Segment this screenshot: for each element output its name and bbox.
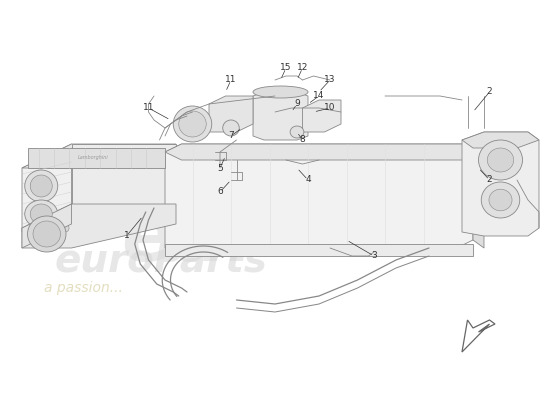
Text: 2: 2 — [487, 176, 492, 184]
Text: 3: 3 — [371, 252, 377, 260]
Polygon shape — [72, 144, 176, 208]
Text: 14: 14 — [314, 92, 324, 100]
Ellipse shape — [487, 148, 514, 172]
Ellipse shape — [179, 111, 206, 137]
Ellipse shape — [53, 224, 60, 232]
Text: 5: 5 — [217, 164, 223, 172]
Ellipse shape — [481, 182, 520, 218]
Text: 8: 8 — [300, 136, 305, 144]
Ellipse shape — [30, 175, 52, 197]
Text: 2: 2 — [487, 88, 492, 96]
Ellipse shape — [223, 120, 239, 136]
Polygon shape — [22, 204, 72, 248]
Text: euroParts: euroParts — [55, 241, 268, 279]
Ellipse shape — [30, 204, 52, 224]
Polygon shape — [22, 144, 72, 232]
Ellipse shape — [26, 224, 34, 232]
Polygon shape — [165, 144, 473, 248]
Ellipse shape — [35, 224, 43, 232]
Ellipse shape — [28, 216, 66, 252]
Polygon shape — [22, 204, 176, 248]
Polygon shape — [22, 144, 176, 168]
Text: 12: 12 — [297, 64, 308, 72]
Ellipse shape — [25, 170, 58, 202]
Text: a passion...: a passion... — [44, 281, 123, 295]
Text: 11: 11 — [143, 104, 154, 112]
Polygon shape — [28, 148, 165, 168]
Ellipse shape — [489, 189, 512, 211]
Ellipse shape — [290, 126, 304, 138]
Text: 4: 4 — [305, 176, 311, 184]
Text: 15: 15 — [280, 64, 292, 72]
Polygon shape — [253, 92, 308, 140]
Text: eur: eur — [121, 203, 265, 277]
Polygon shape — [462, 132, 539, 148]
Polygon shape — [209, 96, 253, 132]
Text: 7: 7 — [228, 132, 234, 140]
Text: 13: 13 — [324, 76, 336, 84]
Ellipse shape — [62, 224, 69, 232]
Ellipse shape — [44, 224, 52, 232]
Polygon shape — [165, 244, 473, 256]
Ellipse shape — [478, 140, 522, 180]
Polygon shape — [473, 144, 484, 248]
Polygon shape — [302, 100, 341, 132]
Text: 9: 9 — [294, 100, 300, 108]
Polygon shape — [165, 144, 484, 160]
Text: 1: 1 — [124, 232, 129, 240]
Ellipse shape — [253, 86, 308, 98]
Text: 6: 6 — [217, 188, 223, 196]
Text: 11: 11 — [226, 76, 236, 84]
Ellipse shape — [25, 200, 58, 228]
Ellipse shape — [173, 106, 212, 142]
Ellipse shape — [33, 221, 60, 247]
Text: Lamborghini: Lamborghini — [78, 156, 109, 160]
Polygon shape — [462, 132, 539, 236]
Text: 10: 10 — [324, 104, 336, 112]
